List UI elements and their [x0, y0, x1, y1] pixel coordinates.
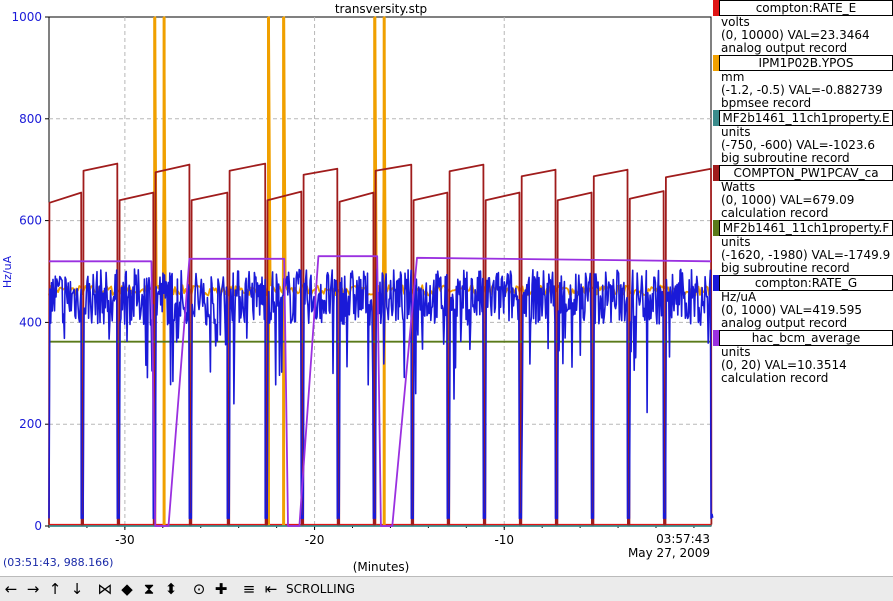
- zoom-in-icon[interactable]: ⊙: [192, 579, 206, 598]
- legend-series-name: hac_bcm_average: [719, 330, 893, 346]
- legend-record-type: calculation record: [721, 206, 829, 220]
- legend-entry[interactable]: IPM1P02B.YPOS mm (-1.2, -0.5) VAL=-0.88273…: [713, 55, 893, 110]
- pan-up-icon[interactable]: ↑: [48, 579, 62, 598]
- zoom-out-icon[interactable]: ✚: [214, 579, 228, 598]
- legend-range: (0, 20) VAL=10.3514: [721, 358, 847, 372]
- time-label: 03:57:43: [656, 532, 710, 546]
- legend-swatch: [713, 275, 719, 291]
- legend-record-type: big subroutine record: [721, 261, 850, 275]
- legend: compton:RATE_E volts (0, 10000) VAL=23.346…: [713, 0, 893, 385]
- legend-record-type: big subroutine record: [721, 151, 850, 165]
- legend-units: units: [721, 345, 751, 359]
- legend-swatch: [713, 55, 719, 71]
- y-axis-label: Hz/uA: [1, 255, 14, 288]
- y-tick-label: 600: [19, 214, 42, 228]
- legend-series-name: IPM1P02B.YPOS: [719, 55, 893, 71]
- legend-swatch: [713, 165, 719, 181]
- legend-record-type: bpmsee record: [721, 96, 812, 110]
- legend-series-name: COMPTON_PW1PCAV_ca: [719, 165, 893, 181]
- y-tick-label: 200: [19, 417, 42, 431]
- legend-series-name: compton:RATE_E: [719, 0, 893, 16]
- cursor-coordinates: (03:51:43, 988.166): [3, 556, 114, 569]
- y-tick-label: 400: [19, 315, 42, 329]
- legend-swatch: [713, 330, 719, 346]
- zoom-out-x-icon[interactable]: ◆: [121, 579, 133, 598]
- legend-range: (0, 1000) VAL=419.595: [721, 303, 862, 317]
- legend-entry[interactable]: compton:RATE_G Hz/uA (0, 1000) VAL=419.595…: [713, 275, 893, 330]
- legend-entry[interactable]: MF2b1461_11ch1property.E units (-750, -600…: [713, 110, 893, 165]
- legend-series-name: MF2b1461_11ch1property.E: [719, 110, 893, 126]
- legend-entry[interactable]: COMPTON_PW1PCAV_ca Watts (0, 1000) VAL=679…: [713, 165, 893, 220]
- pan-down-icon[interactable]: ↓: [70, 579, 84, 598]
- x-tick-label: -20: [305, 533, 325, 547]
- date-label: May 27, 2009: [628, 546, 710, 560]
- legend-series-name: compton:RATE_G: [719, 275, 893, 291]
- legend-range: (0, 10000) VAL=23.3464: [721, 28, 870, 42]
- legend-swatch: [713, 220, 719, 236]
- scroll-back-icon[interactable]: ⇤: [264, 579, 278, 598]
- legend-units: units: [721, 235, 751, 249]
- series-line-compton-rate-g: [48, 268, 714, 520]
- series-line-hac-bcm-average: [49, 255, 712, 527]
- legend-units: units: [721, 125, 751, 139]
- legend-units: Hz/uA: [721, 290, 757, 304]
- pan-left-icon[interactable]: ←: [4, 579, 18, 598]
- chart-title: transversity.stp: [335, 2, 427, 16]
- legend-record-type: calculation record: [721, 371, 829, 385]
- legend-record-type: analog output record: [721, 316, 848, 330]
- y-tick-label: 1000: [11, 10, 42, 24]
- zoom-out-y-icon[interactable]: ⬍: [164, 579, 178, 598]
- legend-range: (-1.2, -0.5) VAL=-0.882739: [721, 83, 883, 97]
- scrolling-mode-label: SCROLLING: [286, 582, 355, 596]
- legend-entry[interactable]: hac_bcm_average units (0, 20) VAL=10.3514 c…: [713, 330, 893, 385]
- x-tick-label: -10: [494, 533, 514, 547]
- zoom-in-x-icon[interactable]: ⋈: [97, 579, 113, 598]
- legend-units: Watts: [721, 180, 756, 194]
- legend-units: mm: [721, 70, 745, 84]
- legend-swatch: [713, 110, 719, 126]
- y-tick-label: 0: [34, 519, 42, 533]
- legend-units: volts: [721, 15, 750, 29]
- legend-entry[interactable]: compton:RATE_E volts (0, 10000) VAL=23.346…: [713, 0, 893, 55]
- legend-range: (-1620, -1980) VAL=-1749.9: [721, 248, 891, 262]
- legend-series-name: MF2b1461_11ch1property.F: [719, 220, 893, 236]
- toolbar: ← → ↑ ↓ ⋈ ◆ ⧗ ⬍ ⊙ ✚ ≡ ⇤ SCROLLING: [0, 576, 893, 601]
- legend-swatch: [713, 0, 719, 16]
- pan-right-icon[interactable]: →: [26, 579, 40, 598]
- legend-entry[interactable]: MF2b1461_11ch1property.F units (-1620, -19…: [713, 220, 893, 275]
- y-tick-label: 800: [19, 112, 42, 126]
- legend-range: (-750, -600) VAL=-1023.6: [721, 138, 875, 152]
- zoom-in-y-icon[interactable]: ⧗: [143, 579, 155, 598]
- auto-scale-icon[interactable]: ≡: [242, 579, 256, 598]
- legend-record-type: analog output record: [721, 41, 848, 55]
- legend-range: (0, 1000) VAL=679.09: [721, 193, 855, 207]
- x-tick-label: -30: [115, 533, 135, 547]
- x-axis-label: (Minutes): [353, 560, 410, 574]
